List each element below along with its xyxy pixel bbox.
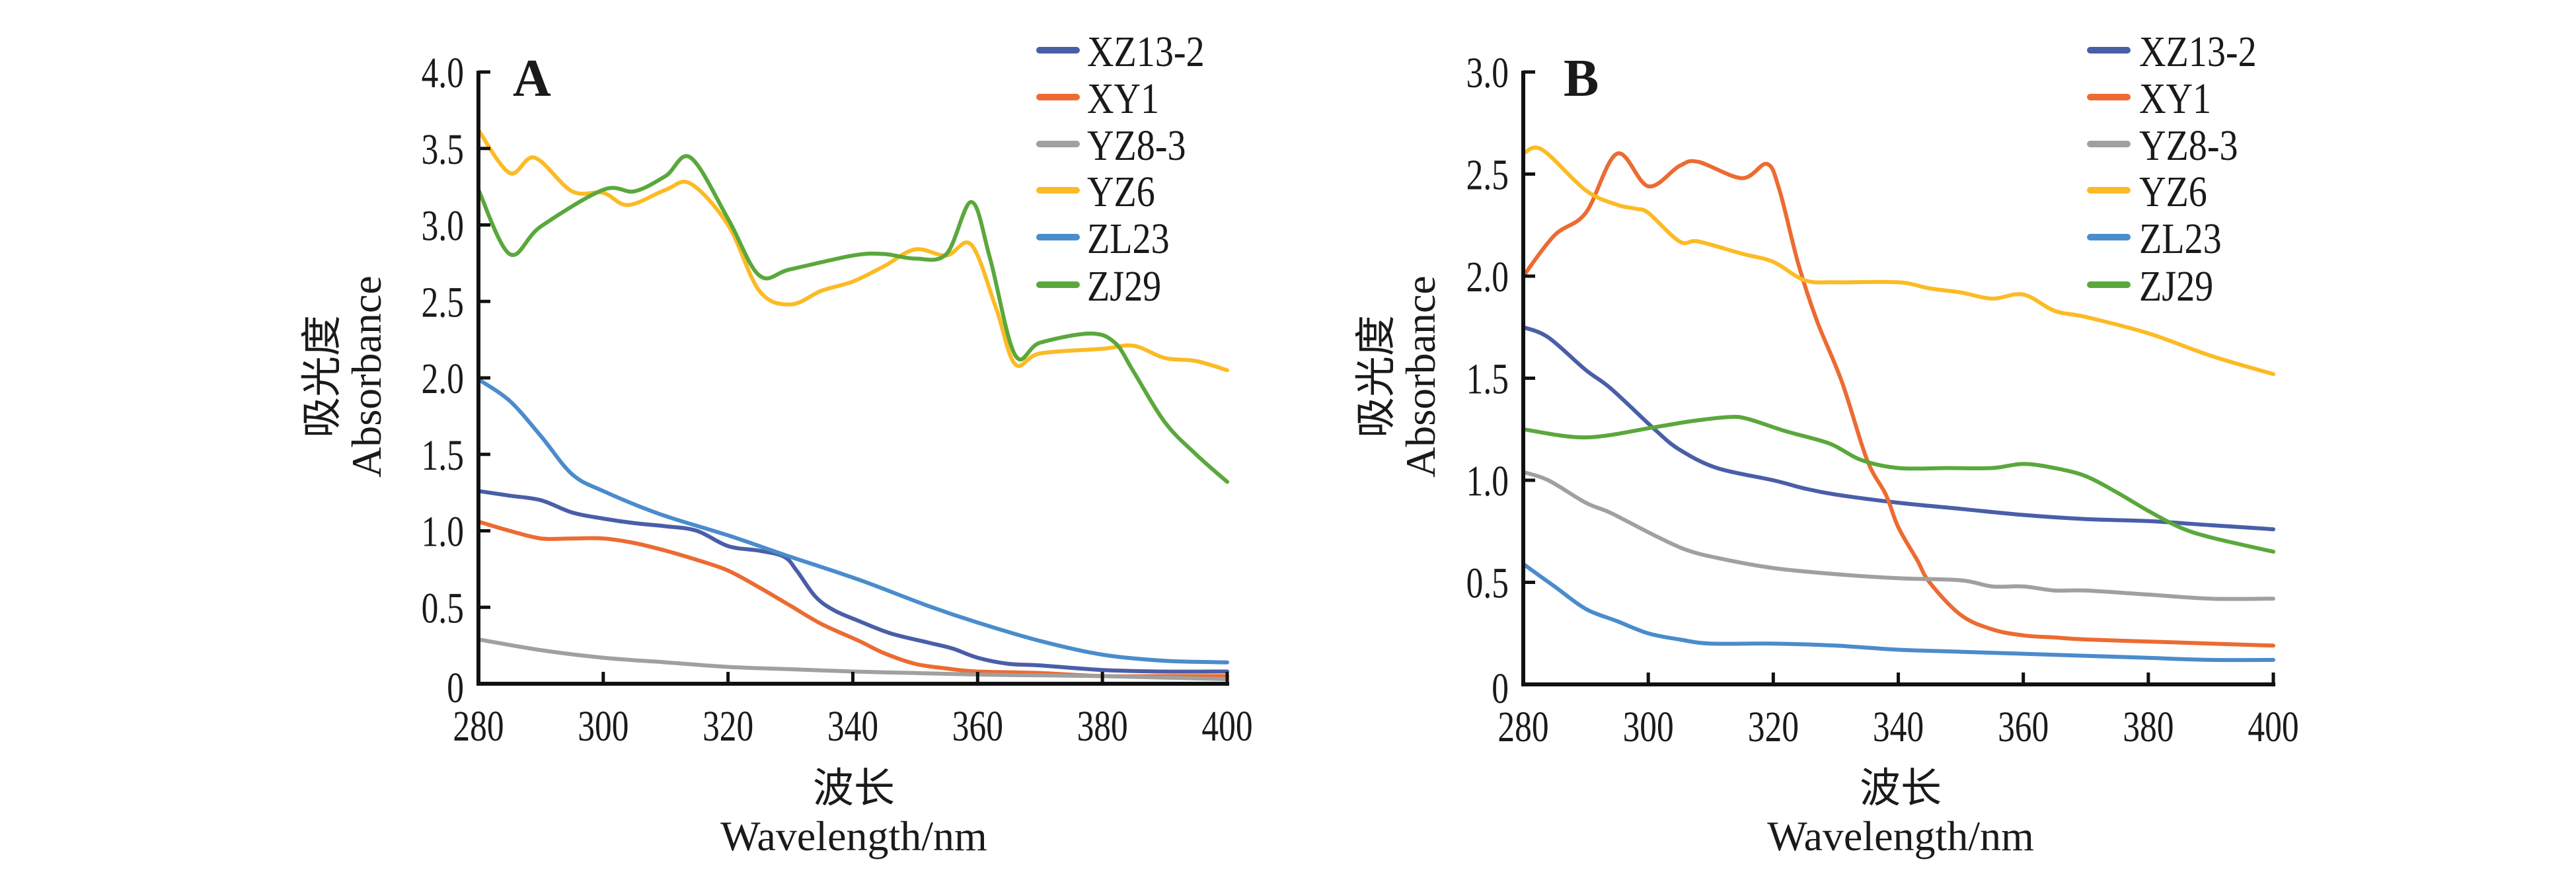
series-line-yz6 bbox=[476, 128, 1229, 373]
legend-item: ZJ29 bbox=[2087, 262, 2213, 310]
chart-panel-a: 0 0.5 1.0 1.5 2.0 2.5 3.0 3.5 4.0 280 300 320 340 360… bbox=[300, 28, 1253, 859]
panel-label: B bbox=[1564, 50, 1599, 108]
legend-label: ZJ29 bbox=[2139, 262, 2213, 310]
series-line-yz6 bbox=[1521, 145, 2275, 377]
series-line-zj29 bbox=[476, 154, 1229, 484]
y-tick-label: 2.5 bbox=[422, 277, 464, 326]
y-axis-title: 吸光度 Absorbance bbox=[1354, 275, 1444, 478]
x-axis-title-cn: 波长 bbox=[1860, 766, 1942, 811]
y-tick-label: 1.5 bbox=[422, 431, 464, 480]
x-tick-label: 300 bbox=[1623, 702, 1674, 751]
x-tick-label: 320 bbox=[702, 702, 753, 750]
y-axis-title-cn: 吸光度 bbox=[300, 315, 345, 438]
x-tick-label: 280 bbox=[1497, 702, 1548, 751]
y-axis-title-cn: 吸光度 bbox=[1354, 315, 1399, 438]
y-tick-label: 4.0 bbox=[422, 48, 464, 97]
y-tick-label: 0 bbox=[447, 663, 464, 712]
legend-item: ZL23 bbox=[2087, 215, 2222, 263]
legend-label: ZL23 bbox=[1087, 215, 1170, 263]
legend-item: YZ6 bbox=[2087, 168, 2207, 216]
series-line-zl23 bbox=[1521, 562, 2275, 663]
x-tick-label: 400 bbox=[2248, 702, 2298, 751]
x-tick-label: 400 bbox=[1201, 702, 1252, 750]
y-tick-label: 1.0 bbox=[422, 507, 464, 556]
x-tick-label: 320 bbox=[1748, 702, 1799, 751]
y-tick-label: 0.5 bbox=[422, 583, 464, 632]
legend-label: XY1 bbox=[2139, 75, 2211, 123]
x-tick-label: 300 bbox=[578, 702, 628, 750]
series-line-xy1 bbox=[1521, 151, 2275, 648]
legend-item: XZ13-2 bbox=[1036, 28, 1205, 76]
legend-item: XY1 bbox=[1036, 75, 1159, 123]
legend-item: YZ8-3 bbox=[2087, 122, 2238, 170]
y-tick-label: 3.0 bbox=[422, 201, 464, 250]
series-line-zl23 bbox=[476, 377, 1229, 665]
series-line-zj29 bbox=[1521, 414, 2275, 554]
x-axis-title-en: Wavelength/nm bbox=[1767, 813, 2034, 859]
legend-item: YZ8-3 bbox=[1036, 122, 1186, 170]
series-layer bbox=[476, 128, 1229, 682]
x-tick-label: 380 bbox=[1077, 702, 1128, 750]
legend-label: ZJ29 bbox=[1087, 262, 1161, 310]
legend-item: XZ13-2 bbox=[2087, 28, 2257, 76]
legend-label: XY1 bbox=[1087, 75, 1159, 123]
x-axis-title-cn: 波长 bbox=[813, 766, 895, 811]
legend-label: XZ13-2 bbox=[1087, 28, 1205, 76]
legend-item: ZJ29 bbox=[1036, 262, 1161, 310]
legend-item: YZ6 bbox=[1036, 168, 1155, 216]
legend-label: XZ13-2 bbox=[2139, 28, 2257, 76]
y-axis-title: 吸光度 Absorbance bbox=[300, 275, 390, 478]
legend-label: YZ8-3 bbox=[2139, 122, 2238, 170]
series-line-xz13-2 bbox=[1521, 325, 2275, 532]
series-layer bbox=[1521, 145, 2275, 663]
x-tick-label: 360 bbox=[952, 702, 1003, 750]
legend-label: YZ6 bbox=[2139, 168, 2207, 216]
legend-label: YZ8-3 bbox=[1087, 122, 1186, 170]
y-tick-label: 1.0 bbox=[1466, 456, 1509, 505]
legend-label: ZL23 bbox=[2139, 215, 2222, 263]
chart-panel-b: 0 0.5 1.0 1.5 2.0 2.5 3.0 280 300 320 340 360 380 400… bbox=[1354, 28, 2299, 859]
y-tick-label: 3.0 bbox=[1466, 48, 1509, 97]
y-tick-label: 2.0 bbox=[1466, 252, 1509, 301]
y-tick-label: 2.5 bbox=[1466, 150, 1509, 199]
x-tick-label: 280 bbox=[453, 702, 504, 750]
x-tick-label: 340 bbox=[827, 702, 878, 750]
series-line-yz8-3 bbox=[1521, 470, 2275, 601]
y-tick-label: 1.5 bbox=[1466, 354, 1509, 403]
y-tick-label: 3.5 bbox=[422, 125, 464, 174]
axes: 0 0.5 1.0 1.5 2.0 2.5 3.0 280 300 320 340 360 380 400 bbox=[1466, 48, 2299, 751]
series-line-xy1 bbox=[476, 519, 1229, 678]
y-axis-title-en: Absorbance bbox=[1397, 275, 1444, 478]
y-tick-label: 0.5 bbox=[1466, 558, 1509, 607]
x-axis-title-en: Wavelength/nm bbox=[720, 813, 987, 859]
x-tick-label: 360 bbox=[1998, 702, 2049, 751]
legend-item: XY1 bbox=[2087, 75, 2211, 123]
y-tick-label: 0 bbox=[1492, 664, 1509, 713]
panel-label: A bbox=[513, 50, 551, 108]
series-line-xz13-2 bbox=[476, 489, 1229, 674]
legend-item: ZL23 bbox=[1036, 215, 1170, 263]
y-axis-title-en: Absorbance bbox=[343, 275, 390, 478]
x-tick-label: 340 bbox=[1873, 702, 1924, 751]
axes: 0 0.5 1.0 1.5 2.0 2.5 3.0 3.5 4.0 280 300 320 340 360… bbox=[422, 48, 1253, 750]
y-tick-label: 2.0 bbox=[422, 354, 464, 403]
x-tick-label: 380 bbox=[2123, 702, 2174, 751]
legend-label: YZ6 bbox=[1087, 168, 1155, 216]
